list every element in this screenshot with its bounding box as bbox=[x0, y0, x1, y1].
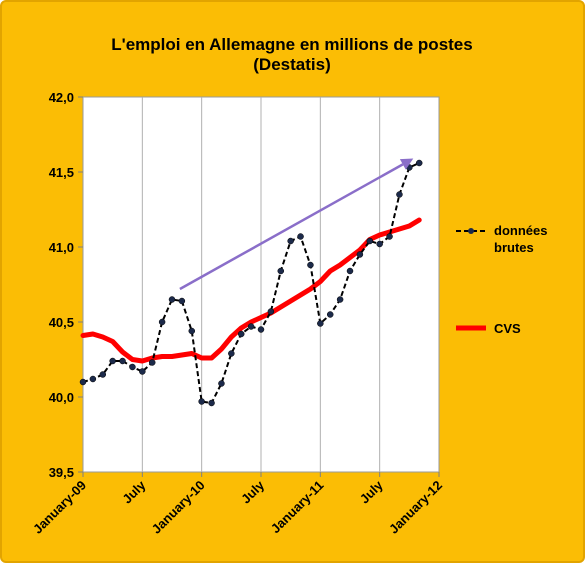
data-point-donnees-brutes bbox=[178, 297, 186, 305]
data-point-donnees-brutes bbox=[396, 191, 403, 198]
data-point-donnees-brutes bbox=[297, 233, 304, 240]
data-point-donnees-brutes bbox=[198, 398, 205, 405]
legend-label-donnees-brutes: brutes bbox=[494, 240, 534, 255]
y-tick-label: 40,0 bbox=[49, 390, 74, 405]
data-point-donnees-brutes bbox=[89, 375, 97, 383]
legend: données brutes CVS bbox=[456, 223, 547, 336]
data-point-donnees-brutes bbox=[336, 296, 344, 303]
data-point-donnees-brutes bbox=[247, 323, 255, 330]
x-axis-ticks: January-09 July January-10 July January-11 Ju… bbox=[30, 472, 445, 537]
y-tick-label: 42,0 bbox=[49, 90, 74, 105]
data-point-donnees-brutes bbox=[326, 311, 334, 318]
data-point-donnees-brutes bbox=[119, 357, 126, 365]
data-point-donnees-brutes bbox=[415, 159, 423, 167]
series-line-cvs bbox=[80, 217, 422, 364]
data-point-donnees-brutes bbox=[237, 330, 245, 338]
data-point-donnees-brutes bbox=[79, 378, 87, 386]
legend-label-cvs: CVS bbox=[494, 321, 521, 336]
y-tick-label: 40,5 bbox=[49, 315, 74, 330]
y-axis-ticks: 39,5 40,0 40,5 41,0 41,5 42,0 bbox=[49, 90, 83, 480]
data-point-donnees-brutes bbox=[218, 380, 225, 387]
y-tick-label: 39,5 bbox=[49, 465, 74, 480]
data-point-donnees-brutes bbox=[287, 237, 294, 245]
y-tick-label: 41,5 bbox=[49, 165, 74, 180]
data-point-donnees-brutes bbox=[158, 318, 166, 326]
grid-lines bbox=[141, 97, 381, 472]
data-point-donnees-brutes bbox=[317, 320, 324, 327]
series-layer bbox=[79, 158, 423, 407]
x-tick-label: January-11 bbox=[268, 478, 327, 537]
x-tick-label: January-12 bbox=[386, 478, 445, 537]
data-point-donnees-brutes bbox=[376, 240, 383, 248]
x-tick-label: January-09 bbox=[30, 478, 89, 537]
data-point-donnees-brutes bbox=[277, 267, 285, 275]
x-tick-label: January-10 bbox=[149, 478, 208, 537]
data-point-donnees-brutes bbox=[148, 359, 156, 366]
data-point-donnees-brutes bbox=[109, 357, 116, 365]
data-point-donnees-brutes bbox=[129, 363, 136, 371]
data-point-donnees-brutes bbox=[307, 261, 314, 269]
data-point-donnees-brutes bbox=[208, 399, 215, 407]
trend-arrow-line bbox=[179, 163, 404, 291]
x-tick-label: July bbox=[357, 477, 387, 507]
data-point-donnees-brutes bbox=[228, 350, 235, 357]
legend-marker-donnees-brutes bbox=[468, 228, 474, 234]
data-point-donnees-brutes bbox=[188, 327, 196, 335]
data-point-donnees-brutes bbox=[257, 326, 265, 333]
y-tick-label: 41,0 bbox=[49, 240, 74, 255]
data-point-donnees-brutes bbox=[99, 371, 107, 378]
chart-title-line-2: (Destatis) bbox=[253, 55, 330, 74]
data-point-donnees-brutes bbox=[366, 237, 374, 245]
legend-label-donnees-brutes: données bbox=[494, 223, 547, 238]
x-tick-label: July bbox=[119, 477, 149, 507]
data-point-donnees-brutes bbox=[356, 251, 364, 258]
data-point-donnees-brutes bbox=[168, 296, 176, 303]
data-point-donnees-brutes bbox=[267, 308, 275, 315]
data-point-donnees-brutes bbox=[139, 368, 146, 375]
x-tick-label: July bbox=[238, 477, 268, 507]
data-point-donnees-brutes bbox=[346, 267, 354, 275]
chart-title-line-1: L'emploi en Allemagne en millions de pos… bbox=[111, 35, 472, 54]
data-point-donnees-brutes bbox=[386, 233, 393, 240]
trend-arrow-head bbox=[399, 158, 414, 170]
